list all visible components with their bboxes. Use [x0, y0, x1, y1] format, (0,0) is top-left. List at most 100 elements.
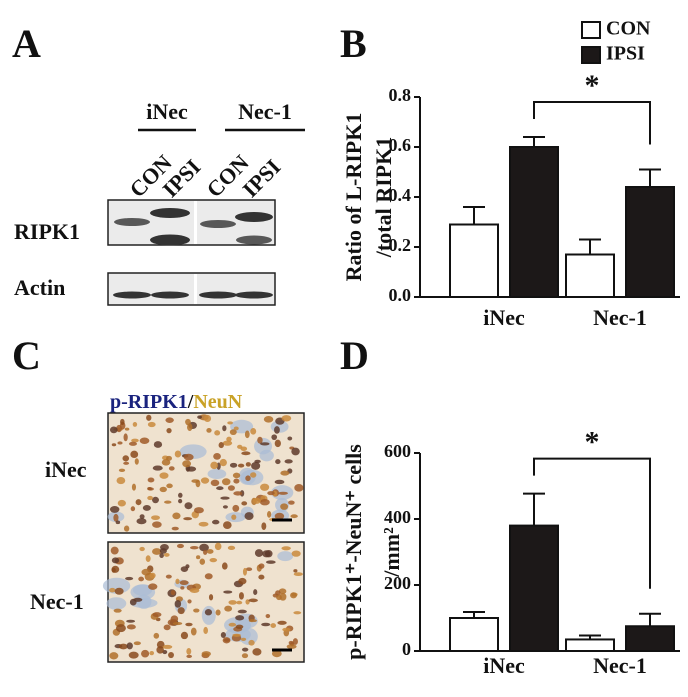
legend-label: IPSI [606, 43, 645, 65]
ihc-cell [250, 472, 257, 478]
ihc-cell [222, 637, 231, 644]
ihc-cell [139, 514, 145, 519]
ihc-cell [214, 430, 221, 436]
ihc-cell [263, 415, 274, 423]
ihc-cell [271, 434, 278, 441]
blot-bands [113, 208, 273, 299]
legend-swatch [581, 21, 601, 39]
ihc-cell [152, 548, 162, 555]
ihc-cell [114, 587, 124, 595]
ihc-cell [291, 447, 300, 456]
ihc-cell [227, 485, 235, 491]
ihc-cell [280, 470, 290, 476]
ihc-cell [151, 515, 160, 521]
ihc-cell [258, 563, 265, 569]
ihc-cell [199, 543, 209, 552]
ihc-cell [216, 486, 224, 491]
ihc-cell [111, 443, 117, 447]
ihc-cell [223, 590, 233, 594]
y-axis-label: /mm² [379, 527, 404, 578]
significance-label: * [585, 425, 600, 458]
ihc-cell [179, 580, 189, 586]
ihc-cell [117, 441, 123, 445]
ihc-cell [244, 512, 254, 521]
y-tick-label: 0.0 [389, 285, 412, 305]
ihc-cell [235, 624, 244, 629]
ihc-blue [277, 551, 294, 562]
ihc-cell [261, 522, 267, 530]
row-label: iNec [45, 457, 87, 482]
ihc-cell [117, 499, 126, 507]
ihc-cell [191, 479, 200, 483]
ihc-cell [153, 632, 160, 639]
ihc-cell [248, 639, 255, 646]
ihc-cell [237, 609, 247, 614]
ihc-cell [245, 462, 251, 467]
ihc-cell [118, 643, 128, 650]
bar [449, 223, 499, 298]
ihc-cell [282, 627, 291, 632]
ihc-cell [294, 484, 304, 492]
stain-title: p-RIPK1/NeuN [110, 391, 243, 413]
ihc-cell [130, 450, 139, 459]
ihc-cell [148, 583, 158, 590]
ihc-cell [222, 505, 228, 509]
ihc-cell [254, 549, 264, 557]
y-tick-label: 200 [384, 573, 411, 593]
ihc-cell [204, 573, 213, 580]
ihc-cell [267, 491, 275, 496]
ihc-cell [196, 555, 201, 560]
ihc-cell [172, 621, 183, 626]
ihc-cell [223, 521, 232, 530]
row-label: Actin [14, 275, 65, 300]
ihc-cell [238, 592, 244, 600]
ihc-cell [125, 576, 134, 581]
ihc-image [107, 412, 305, 534]
group-label: iNec [146, 99, 188, 124]
ihc-cell [278, 588, 287, 595]
x-tick-label: iNec [483, 305, 525, 330]
significance-label: * [585, 69, 600, 102]
ihc-cell [147, 495, 153, 501]
ihc-cell [126, 624, 136, 630]
ihc-cell [232, 633, 241, 637]
ihc-cell [233, 491, 243, 496]
ihc-cell [262, 550, 271, 558]
ihc-cell [159, 552, 164, 559]
ihc-cell [221, 562, 228, 570]
ihc-cell [233, 478, 240, 484]
ihc-cell [128, 651, 139, 659]
bar [509, 524, 559, 652]
ihc-cell [133, 641, 141, 646]
ihc-cell [186, 648, 192, 655]
y-tick-label: 600 [384, 441, 411, 461]
ihc-cell [203, 414, 212, 423]
ihc-cell [190, 546, 199, 550]
ihc-cell [159, 472, 169, 479]
x-tick-label: Nec-1 [593, 305, 647, 330]
ihc-cell [293, 572, 303, 577]
ihc-cell [219, 458, 227, 467]
panel-letter: B [340, 21, 367, 66]
ihc-cell [210, 461, 219, 470]
ihc-cell [290, 592, 297, 599]
ihc-cell [138, 576, 145, 582]
ihc-cell [149, 572, 156, 579]
ihc-cell [168, 651, 174, 659]
ihc-cell [185, 418, 191, 426]
ihc-cell [176, 543, 184, 549]
ihc-cell [281, 546, 291, 551]
ihc-cell [201, 651, 211, 657]
ihc-cell [227, 545, 236, 551]
ihc-cell [215, 609, 221, 616]
y-tick-label: 0 [402, 639, 411, 659]
ihc-cell [259, 498, 270, 506]
ihc-cell [186, 654, 192, 658]
ihc-cell [180, 586, 185, 590]
ihc-cell [212, 519, 220, 525]
panel-letter: A [12, 21, 41, 66]
ihc-cell [109, 652, 119, 660]
ihc-blue [201, 605, 216, 625]
ihc-cell [171, 526, 179, 531]
x-tick-label: iNec [483, 653, 525, 678]
